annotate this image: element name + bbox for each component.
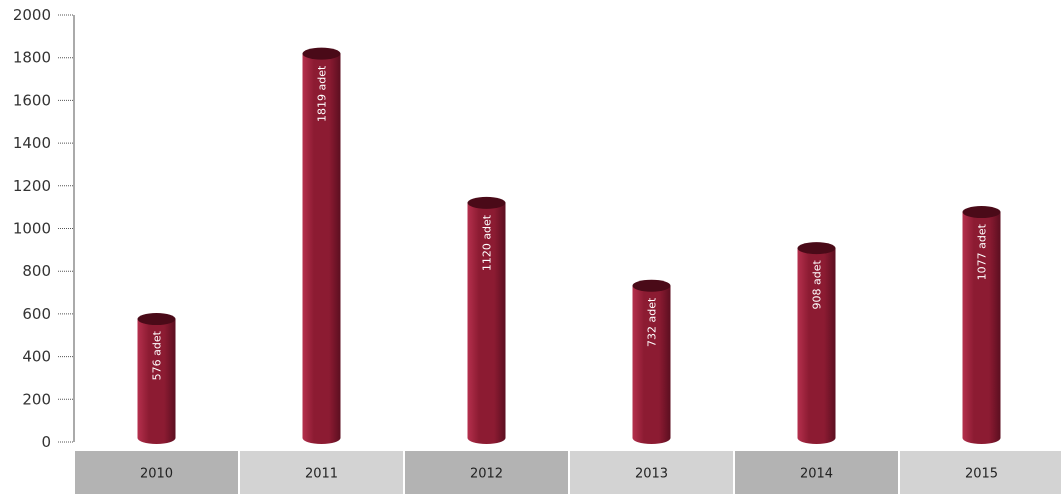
bar-value-label: 732 adet (646, 297, 659, 347)
y-tick-label: 1400 (13, 134, 51, 152)
bar: 576 adet (137, 313, 176, 444)
category-label: 2012 (470, 467, 503, 482)
bar: 1077 adet (962, 206, 1001, 444)
y-axis: 0 200 400 600 800 1000 1200 1400 1600 1800 2000 (13, 6, 75, 451)
category-label: 2010 (140, 467, 173, 482)
category-cell (900, 451, 1061, 494)
bar-series: 576 adet 1819 adet 1120 adet 732 adet 908 ad… (137, 47, 1001, 445)
category-cell (75, 451, 238, 494)
bar-value-label: 1819 adet (316, 65, 329, 122)
bar-top (302, 47, 341, 60)
bar-top (137, 313, 176, 326)
bar-top (797, 242, 836, 255)
bar-value-label: 1077 adet (976, 223, 989, 280)
bar-body (797, 248, 836, 444)
category-label: 2014 (800, 467, 833, 482)
category-cell (570, 451, 733, 494)
category-band: 2010 2011 2012 2013 2014 2015 (75, 451, 1061, 494)
bar-body (467, 202, 506, 444)
y-tick-label: 1800 (13, 49, 51, 67)
bar: 732 adet (632, 279, 671, 444)
y-tick-label: 400 (22, 348, 51, 366)
y-tick-label: 200 (22, 390, 51, 408)
category-cell (735, 451, 898, 494)
bar-value-label: 1120 adet (481, 214, 494, 271)
bar-value-label: 908 adet (811, 259, 824, 309)
y-tick-label: 1200 (13, 177, 51, 195)
bar-body (137, 319, 176, 444)
category-cell (405, 451, 568, 494)
bar-body (302, 53, 341, 445)
y-tick-label: 2000 (13, 6, 51, 24)
category-cell (240, 451, 403, 494)
bar-value-label: 576 adet (151, 330, 164, 380)
category-label: 2015 (965, 467, 998, 482)
y-tick-label: 0 (41, 433, 51, 451)
bar-body (632, 285, 671, 444)
category-label: 2013 (635, 467, 668, 482)
y-tick-label: 600 (22, 305, 51, 323)
bar: 908 adet (797, 242, 836, 444)
y-tick-label: 800 (22, 262, 51, 280)
bar-top (962, 206, 1001, 219)
bar-top (467, 196, 506, 209)
bar-top (632, 279, 671, 292)
bar: 1120 adet (467, 196, 506, 444)
y-tick-label: 1600 (13, 91, 51, 109)
bar-body (962, 212, 1001, 444)
y-tick-label: 1000 (13, 220, 51, 238)
category-label: 2011 (305, 467, 338, 482)
bar: 1819 adet (302, 47, 341, 445)
